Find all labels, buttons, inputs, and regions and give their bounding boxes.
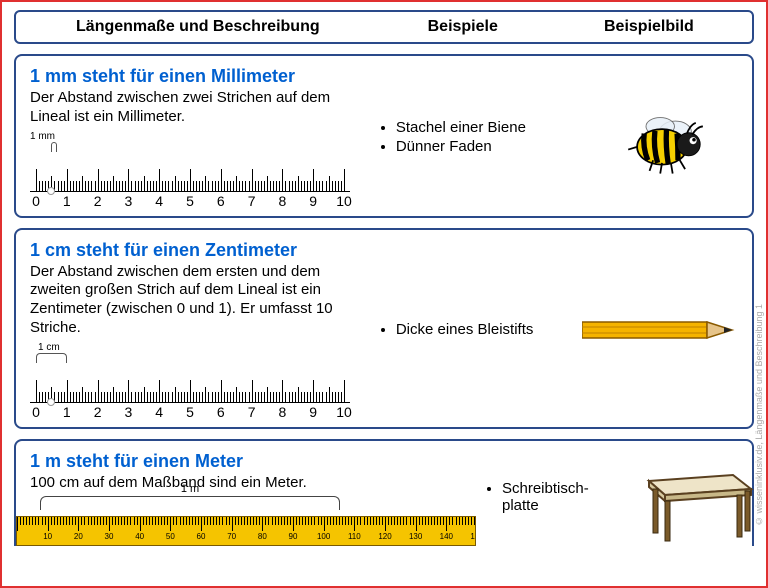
header-row: Längenmaße und Beschreibung Beispiele Be…: [14, 10, 754, 44]
row-cm-title: 1 cm steht für einen Zentimeter: [30, 240, 370, 261]
row-cm-unit-label: 1 cm: [38, 342, 370, 353]
example-item: Dicke eines Bleistifts: [396, 321, 534, 338]
tape-measure: 102030405060708090100110120130140150: [16, 516, 476, 546]
example-item: Dünner Faden: [396, 138, 526, 155]
m-bracket: 1 m: [40, 496, 340, 510]
row-cm-desc: Der Abstand zwischen dem ersten und dem …: [30, 263, 370, 338]
watermark: © wisseninklusiv.de, Längenmaße und Besc…: [754, 304, 764, 526]
row-mm-title: 1 mm steht für einen Millimeter: [30, 66, 370, 87]
row-m: 1 m steht für einen Meter 100 cm auf dem…: [14, 439, 754, 547]
row-m-desc: 100 cm auf dem Maßband sind ein Meter.: [30, 474, 476, 493]
header-col-image: Beispielbild: [556, 18, 742, 36]
row-cm: 1 cm steht für einen Zentimeter Der Abst…: [14, 228, 754, 429]
row-cm-examples: Dicke eines Bleistifts: [378, 321, 534, 340]
example-item: Schreibtisch-platte: [502, 480, 611, 514]
header-col-examples: Beispiele: [370, 18, 556, 36]
ruler-cm: 012345678910: [30, 355, 350, 403]
bee-image: [617, 98, 707, 178]
pencil-image: [582, 316, 742, 344]
row-mm-unit-label: 1 mm: [30, 131, 370, 142]
row-mm: 1 mm steht für einen Millimeter Der Abst…: [14, 54, 754, 218]
table-image: [637, 453, 757, 543]
row-m-unit-label: 1 m: [181, 483, 199, 495]
example-item: Stachel einer Biene: [396, 119, 526, 136]
row-mm-desc: Der Abstand zwischen zwei Strichen auf d…: [30, 89, 370, 127]
header-col-description: Längenmaße und Beschreibung: [26, 18, 370, 36]
row-m-title: 1 m steht für einen Meter: [30, 451, 476, 472]
ruler-mm: 012345678910: [30, 144, 350, 192]
row-m-examples: Schreibtisch-platte: [484, 480, 611, 516]
row-mm-examples: Stachel einer Biene Dünner Faden: [378, 119, 526, 157]
